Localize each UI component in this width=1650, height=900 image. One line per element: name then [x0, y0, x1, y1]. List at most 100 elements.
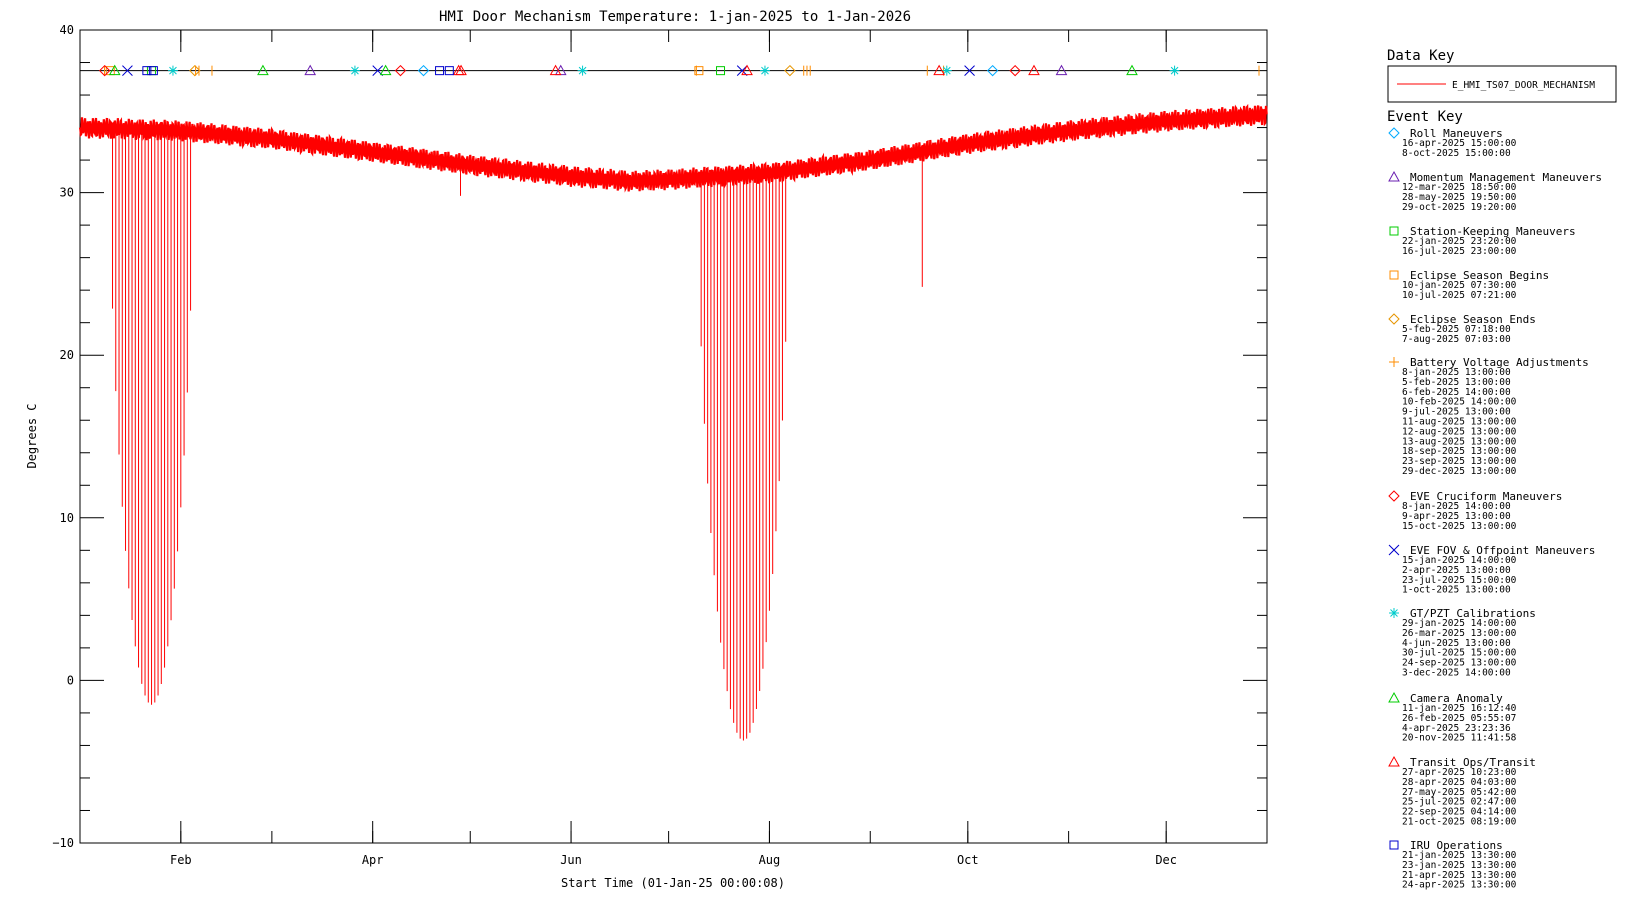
event-marker: [941, 65, 952, 76]
plot-frame: [79, 29, 1268, 844]
event-key-date: 10-jan-2025 07:30:00: [1402, 280, 1517, 291]
event-key-date: 11-aug-2025 13:00:00: [1402, 417, 1517, 428]
event-key-date: 23-jan-2025 13:30:00: [1402, 860, 1517, 871]
event-key-icon: [1388, 490, 1400, 502]
event-key-date: 23-jul-2025 15:00:00: [1402, 575, 1517, 586]
event-key-date: 15-jan-2025 14:00:00: [1402, 555, 1517, 566]
event-marker: [784, 64, 796, 77]
event-marker: [986, 64, 999, 77]
x-tick-label: Feb: [170, 853, 192, 867]
y-tick-label: 0: [67, 673, 74, 687]
y-tick-label: 10: [60, 511, 74, 525]
chart-title: HMI Door Mechanism Temperature: 1-jan-20…: [439, 9, 911, 25]
event-marker: [257, 64, 269, 76]
event-key-name: Transit Ops/Transit: [1410, 756, 1536, 769]
event-marker: [694, 66, 704, 76]
temperature-series: [78, 103, 1268, 741]
event-key-date: 28-may-2025 19:50:00: [1402, 192, 1517, 203]
event-key-date: 13-aug-2025 13:00:00: [1402, 436, 1517, 447]
event-key-icon: [1388, 755, 1400, 767]
event-key-date: 29-oct-2025 19:20:00: [1402, 202, 1517, 213]
event-markers: [80, 64, 1267, 77]
event-marker: [349, 65, 360, 76]
event-marker: [1009, 64, 1021, 77]
x-axis: Feb Apr Jun Aug Oct Dec: [79, 30, 1268, 867]
event-key-date: 22-sep-2025 04:14:00: [1402, 807, 1517, 818]
x-tick-label: Aug: [759, 853, 781, 867]
data-key-series-name: E_HMI_TS07_DOOR_MECHANISM: [1452, 80, 1595, 91]
event-key-name: Eclipse Season Begins: [1410, 269, 1549, 282]
event-key-date: 26-mar-2025 13:00:00: [1402, 628, 1517, 639]
event-key-date: 16-apr-2025 15:00:00: [1402, 138, 1517, 149]
y-tick-label: −10: [52, 836, 74, 850]
event-marker: [444, 66, 454, 76]
event-key-date: 4-apr-2025 23:23:36: [1402, 723, 1511, 734]
event-marker: [549, 64, 562, 76]
x-tick-label: Jun: [560, 853, 582, 867]
event-key-icon: [1388, 544, 1400, 556]
event-key-date: 7-aug-2025 07:03:00: [1402, 334, 1511, 345]
y-axis-label: Degrees C: [25, 403, 39, 468]
event-key-date: 20-nov-2025 11:41:58: [1402, 733, 1517, 744]
event-key-name: Momentum Management Maneuvers: [1410, 171, 1602, 184]
y-tick-label: 30: [60, 186, 74, 200]
event-key-name: GT/PZT Calibrations: [1410, 607, 1536, 620]
event-marker: [189, 64, 201, 77]
event-key-date: 25-jul-2025 02:47:00: [1402, 797, 1517, 808]
event-key-name: Eclipse Season Ends: [1410, 313, 1536, 326]
event-key-date: 11-jan-2025 16:12:40: [1402, 703, 1517, 714]
event-key-date: 9-jul-2025 13:00:00: [1402, 407, 1511, 418]
event-marker: [417, 64, 430, 77]
event-key-icon: [1389, 226, 1399, 236]
event-marker: [122, 65, 133, 77]
x-tick-label: Apr: [362, 853, 384, 867]
event-key-date: 21-oct-2025 08:19:00: [1402, 817, 1517, 828]
event-key-date: 1-oct-2025 13:00:00: [1402, 585, 1511, 596]
event-key-date: 30-jul-2025 15:00:00: [1402, 648, 1517, 659]
event-marker: [455, 64, 467, 76]
event-marker: [577, 65, 588, 76]
event-key-date: 10-feb-2025 14:00:00: [1402, 397, 1517, 408]
event-key-date: 8-oct-2025 15:00:00: [1402, 148, 1511, 159]
event-key-icon: [1388, 170, 1400, 182]
event-key-icon: [1389, 608, 1399, 618]
event-marker: [148, 66, 158, 76]
event-key-date: 21-apr-2025 13:30:00: [1402, 870, 1517, 881]
event-key-date: 27-may-2025 05:42:00: [1402, 787, 1517, 798]
event-key-name: EVE FOV & Offpoint Maneuvers: [1410, 544, 1595, 557]
event-key-date: 26-feb-2025 05:55:07: [1402, 713, 1516, 724]
event-marker: [1126, 64, 1138, 76]
event-key-icon: [1389, 357, 1399, 367]
x-tick-label: Dec: [1155, 853, 1177, 867]
event-marker: [1169, 65, 1180, 76]
event-key-date: 29-jan-2025 14:00:00: [1402, 618, 1517, 629]
event-marker: [435, 66, 445, 76]
event-key-date: 10-jul-2025 07:21:00: [1402, 290, 1517, 301]
event-key-date: 12-aug-2025 13:00:00: [1402, 426, 1517, 437]
event-key-name: Roll Maneuvers: [1410, 127, 1503, 140]
event-key-date: 5-feb-2025 13:00:00: [1402, 377, 1511, 388]
event-key-title: Event Key: [1387, 109, 1463, 125]
event-key-date: 6-feb-2025 14:00:00: [1402, 387, 1511, 398]
event-key-date: 16-jul-2025 23:00:00: [1402, 246, 1517, 257]
event-key-date: 24-apr-2025 13:30:00: [1402, 880, 1517, 891]
event-key-date: 8-jan-2025 13:00:00: [1402, 367, 1511, 378]
event-key-date: 2-apr-2025 13:00:00: [1402, 565, 1511, 576]
event-key-date: 12-mar-2025 18:50:00: [1402, 182, 1517, 193]
event-key-date: 22-jan-2025 23:20:00: [1402, 236, 1517, 247]
event-key-icon: [1388, 313, 1400, 325]
event-marker: [1028, 64, 1040, 76]
event-key-icon: [1389, 840, 1399, 850]
event-key-date: 29-dec-2025 13:00:00: [1402, 466, 1517, 477]
x-axis-label: Start Time (01-Jan-25 00:00:08): [561, 876, 785, 890]
event-key-name: EVE Cruciform Maneuvers: [1410, 490, 1562, 503]
y-tick-label: 20: [60, 348, 74, 362]
event-key-name: Battery Voltage Adjustments: [1410, 356, 1589, 369]
event-key-date: 5-feb-2025 07:18:00: [1402, 324, 1511, 335]
event-key-date: 18-sep-2025 13:00:00: [1402, 446, 1517, 457]
event-marker: [142, 66, 152, 76]
event-marker: [933, 64, 945, 76]
event-marker: [964, 65, 975, 77]
